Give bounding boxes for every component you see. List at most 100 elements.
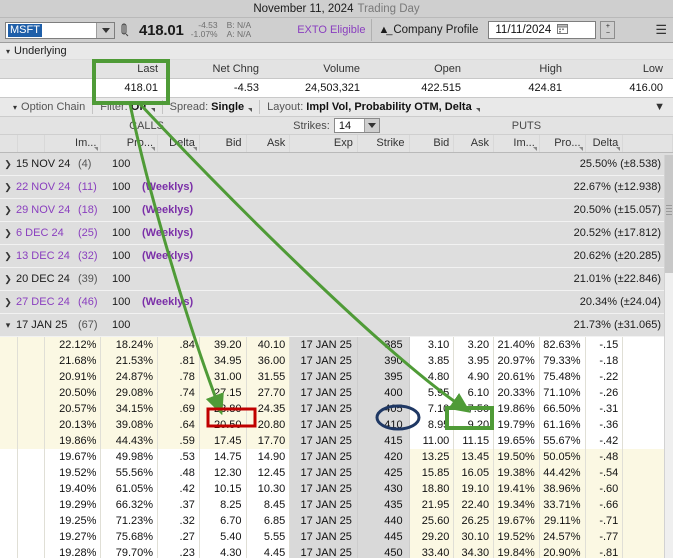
cell-call-marker[interactable] xyxy=(17,481,45,497)
expiration-row[interactable]: ❯ 20 DEC 24 (39) 100 21.01% (±22.846) xyxy=(0,268,673,291)
column-header-calls-spacer-2[interactable] xyxy=(18,135,45,152)
cell-exp[interactable]: 17 JAN 25 xyxy=(290,353,358,369)
underlying-header-low[interactable]: Low xyxy=(642,63,663,75)
cell-call-prob-otm[interactable]: 71.23% xyxy=(101,513,159,529)
cell-put-prob-otm[interactable]: 75.48% xyxy=(539,369,586,385)
cell-call-prob-otm[interactable]: 39.08% xyxy=(101,417,159,433)
chevron-right-icon[interactable]: ❯ xyxy=(4,273,12,284)
cell-put-ask[interactable]: 3.95 xyxy=(454,353,495,369)
cell-put-delta[interactable]: -.81 xyxy=(585,545,624,558)
expand-all-icon[interactable]: ▼ xyxy=(654,101,665,113)
cell-put-bid[interactable]: 7.10 xyxy=(409,401,455,417)
cell-exp[interactable]: 17 JAN 25 xyxy=(290,513,358,529)
cell-call-select[interactable] xyxy=(0,481,18,497)
cell-call-ask[interactable]: 5.55 xyxy=(246,529,291,545)
cell-put-prob-otm[interactable]: 50.05% xyxy=(539,449,586,465)
cell-put-ask[interactable]: 26.25 xyxy=(454,513,495,529)
company-profile-button[interactable]: ▲̲ Company Profile xyxy=(378,24,478,36)
cell-put-prob-otm[interactable]: 33.71% xyxy=(539,497,586,513)
cell-put-impl-vol[interactable]: 19.34% xyxy=(494,497,540,513)
cell-put-ask[interactable]: 30.10 xyxy=(454,529,495,545)
cell-put-delta[interactable]: -.31 xyxy=(585,401,624,417)
cell-call-marker[interactable] xyxy=(17,497,45,513)
table-row[interactable]: 20.91% 24.87% .78 31.00 31.55 17 JAN 25 395 4.8… xyxy=(0,369,673,385)
cell-call-delta[interactable]: .69 xyxy=(158,401,200,417)
cell-call-impl-vol[interactable]: 20.57% xyxy=(44,401,102,417)
cell-put-bid[interactable]: 33.40 xyxy=(409,545,455,558)
chevron-right-icon[interactable]: ❯ xyxy=(4,250,12,261)
column-header-exp[interactable]: Exp xyxy=(290,135,358,152)
cell-put-impl-vol[interactable]: 19.79% xyxy=(494,417,540,433)
strikes-select[interactable]: 14 xyxy=(333,118,380,133)
cell-call-bid[interactable]: 17.45 xyxy=(199,433,247,449)
cell-call-prob-otm[interactable]: 61.05% xyxy=(101,481,159,497)
cell-put-impl-vol[interactable]: 19.52% xyxy=(494,529,540,545)
cell-exp[interactable]: 17 JAN 25 xyxy=(290,545,358,558)
cell-call-impl-vol[interactable]: 19.27% xyxy=(44,529,102,545)
cell-put-delta[interactable]: -.22 xyxy=(585,369,624,385)
cell-call-bid[interactable]: 31.00 xyxy=(199,369,247,385)
cell-put-prob-otm[interactable]: 55.67% xyxy=(539,433,586,449)
cell-put-delta[interactable]: -.66 xyxy=(585,497,624,513)
cell-put-impl-vol[interactable]: 19.86% xyxy=(494,401,540,417)
stepper-up-icon[interactable]: + xyxy=(605,23,610,30)
cell-exp[interactable]: 17 JAN 25 xyxy=(290,481,358,497)
cell-strike[interactable]: 425 xyxy=(357,465,410,481)
cell-call-bid[interactable]: 34.95 xyxy=(199,353,247,369)
cell-call-ask[interactable]: 40.10 xyxy=(246,337,291,353)
table-row[interactable]: 19.29% 66.32% .37 8.25 8.45 17 JAN 25 435 21.95… xyxy=(0,497,673,513)
cell-put-bid[interactable]: 25.60 xyxy=(409,513,455,529)
chart-icon[interactable] xyxy=(115,20,133,40)
table-row[interactable]: 19.40% 61.05% .42 10.15 10.30 17 JAN 25 430 18.… xyxy=(0,481,673,497)
cell-call-select[interactable] xyxy=(0,497,18,513)
cell-put-delta[interactable]: -.60 xyxy=(585,481,624,497)
cell-exp[interactable]: 17 JAN 25 xyxy=(290,417,358,433)
cell-put-delta[interactable]: -.15 xyxy=(585,337,624,353)
chevron-right-icon[interactable]: ❯ xyxy=(4,227,12,238)
cell-put-delta[interactable]: -.42 xyxy=(585,433,624,449)
cell-strike[interactable]: 400 xyxy=(357,385,410,401)
cell-put-ask[interactable]: 16.05 xyxy=(454,465,495,481)
cell-call-impl-vol[interactable]: 20.50% xyxy=(44,385,102,401)
cell-call-impl-vol[interactable]: 19.67% xyxy=(44,449,102,465)
cell-call-bid[interactable]: 8.25 xyxy=(199,497,247,513)
cell-strike[interactable]: 430 xyxy=(357,481,410,497)
column-header-put-bid[interactable]: Bid xyxy=(410,135,455,152)
cell-put-delta[interactable]: -.18 xyxy=(585,353,624,369)
cell-put-prob-otm[interactable]: 44.42% xyxy=(539,465,586,481)
cell-call-ask[interactable]: 36.00 xyxy=(246,353,291,369)
cell-call-select[interactable] xyxy=(0,433,18,449)
cell-strike[interactable]: 385 xyxy=(357,337,410,353)
cell-call-select[interactable] xyxy=(0,465,18,481)
cell-strike[interactable]: 410 xyxy=(357,417,410,433)
cell-call-marker[interactable] xyxy=(17,385,45,401)
cell-put-bid[interactable]: 5.95 xyxy=(409,385,455,401)
table-row[interactable]: 19.86% 44.43% .59 17.45 17.70 17 JAN 25 415 11.… xyxy=(0,433,673,449)
cell-call-ask[interactable]: 17.70 xyxy=(246,433,291,449)
cell-call-prob-otm[interactable]: 75.68% xyxy=(101,529,159,545)
cell-call-ask[interactable]: 31.55 xyxy=(246,369,291,385)
cell-strike[interactable]: 445 xyxy=(357,529,410,545)
cell-call-prob-otm[interactable]: 55.56% xyxy=(101,465,159,481)
expiration-row[interactable]: ❯ 6 DEC 24 (25) 100 (Weeklys) 20.52% (±17.812… xyxy=(0,222,673,245)
cell-strike[interactable]: 450 xyxy=(357,545,410,558)
cell-call-impl-vol[interactable]: 20.13% xyxy=(44,417,102,433)
cell-call-bid[interactable]: 39.20 xyxy=(199,337,247,353)
cell-call-impl-vol[interactable]: 19.25% xyxy=(44,513,102,529)
underlying-header-open[interactable]: Open xyxy=(434,63,461,75)
cell-call-marker[interactable] xyxy=(17,545,45,558)
cell-call-prob-otm[interactable]: 24.87% xyxy=(101,369,159,385)
chevron-down-icon[interactable] xyxy=(363,119,379,132)
cell-put-prob-otm[interactable]: 79.33% xyxy=(539,353,586,369)
chevron-right-icon[interactable]: ❯ xyxy=(4,204,12,215)
symbol-input[interactable]: MSFT xyxy=(5,21,115,39)
cell-put-bid[interactable]: 4.80 xyxy=(409,369,455,385)
cell-call-marker[interactable] xyxy=(17,449,45,465)
cell-put-delta[interactable]: -.71 xyxy=(585,513,624,529)
cell-call-marker[interactable] xyxy=(17,353,45,369)
table-row[interactable]: 21.68% 21.53% .81 34.95 36.00 17 JAN 25 390 3.8… xyxy=(0,353,673,369)
table-row[interactable]: 20.13% 39.08% .64 20.50 20.80 17 JAN 25 410 8.9… xyxy=(0,417,673,433)
underlying-section-header[interactable]: ▾ Underlying xyxy=(0,43,673,60)
cell-put-ask[interactable]: 6.10 xyxy=(454,385,495,401)
cell-call-marker[interactable] xyxy=(17,529,45,545)
